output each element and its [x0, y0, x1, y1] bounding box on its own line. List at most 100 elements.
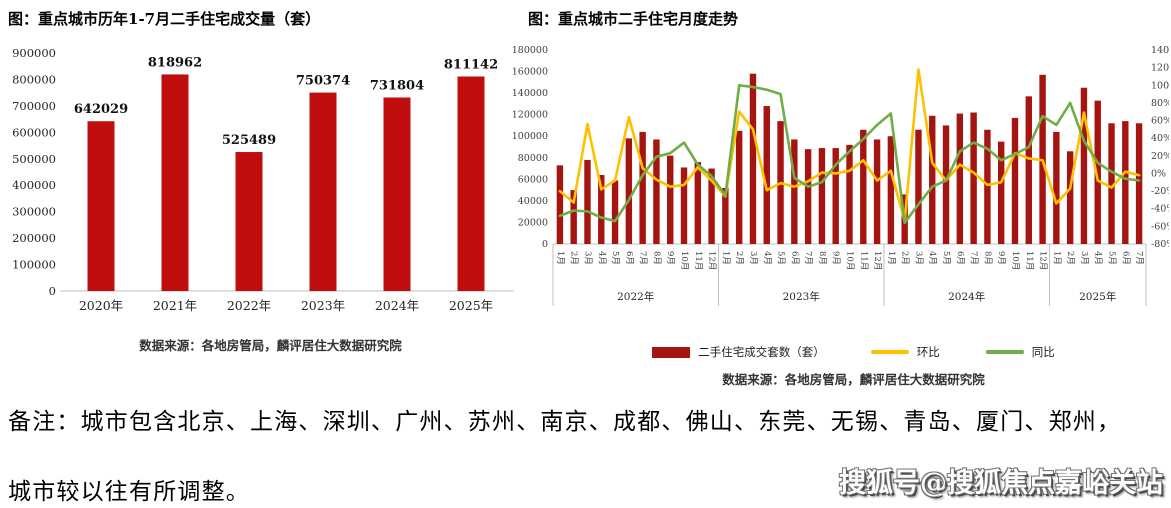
month-label: 7月	[1134, 251, 1144, 265]
left-tick-label: 20000	[518, 217, 548, 228]
month-label: 11月	[858, 251, 868, 270]
monthly-bar	[584, 159, 591, 244]
month-label: 8月	[982, 251, 992, 265]
month-label: 2月	[569, 251, 579, 265]
month-label: 3月	[913, 251, 923, 265]
monthly-bar	[791, 139, 798, 244]
annual-bar-chart-section: 图：重点城市历年1-7月二手住宅成交量（套） 0 100000 200000 3000…	[8, 8, 514, 354]
left-y-axis: 0 100000 200000 300000 400000 500000 600000 700…	[12, 46, 56, 298]
monthly-bar	[1066, 151, 1074, 244]
bar-2020年	[87, 121, 115, 291]
monthly-bars	[556, 73, 1143, 245]
monthly-bar	[970, 112, 977, 244]
x-category-label: 2025年	[449, 298, 493, 313]
monthly-bar	[887, 136, 895, 244]
monthly-bar	[680, 167, 688, 244]
monthly-bar	[1122, 121, 1129, 244]
monthly-bar	[818, 148, 826, 244]
right-tick-label: 60%	[1151, 116, 1169, 127]
monthly-bar	[708, 168, 715, 244]
right-tick-label: 40%	[1151, 133, 1169, 144]
year-label: 2025年	[1079, 290, 1116, 303]
monthly-bar	[667, 155, 674, 244]
monthly-bar	[1053, 131, 1060, 244]
left-tick-label: 140000	[512, 88, 548, 99]
month-label: 12月	[1038, 251, 1048, 270]
monthly-trend-chart-section: 图：重点城市二手住宅月度走势 0 20000 40000 60000 80000 1000…	[506, 8, 1171, 388]
month-label: 1月	[720, 251, 730, 265]
month-label: 6月	[624, 251, 634, 265]
year-label: 2024年	[948, 290, 985, 303]
bar-2025年	[457, 76, 485, 291]
bar-value-label: 525489	[222, 133, 276, 148]
month-label: 6月	[1120, 251, 1130, 265]
month-label: 4月	[596, 251, 606, 265]
month-label: 11月	[1024, 251, 1034, 270]
month-label: 7月	[803, 251, 813, 265]
monthly-bar	[984, 129, 991, 244]
month-label: 7月	[969, 251, 979, 265]
monthly-bar	[570, 190, 577, 244]
right-tick-label: 100%	[1151, 80, 1169, 91]
year-label: 2022年	[617, 290, 654, 303]
year-label: 2023年	[783, 290, 820, 303]
y-tick-label: 800000	[12, 72, 56, 86]
right-tick-label: -80%	[1151, 239, 1169, 250]
month-label: 4月	[927, 251, 937, 265]
monthly-bar	[1094, 100, 1101, 245]
month-label: 10月	[845, 251, 855, 270]
month-label: 10月	[679, 251, 689, 270]
legend-item-3: 同比	[985, 344, 1055, 360]
bar-value-label: 642029	[74, 102, 128, 117]
right-tick-label: 0%	[1151, 168, 1166, 179]
month-label: 7月	[638, 251, 648, 265]
legend-label: 环比	[916, 345, 940, 359]
month-label: 5月	[1107, 251, 1117, 265]
month-label: 8月	[817, 251, 827, 265]
left-axis-ticks: 0 20000 40000 60000 80000 100000 120000 140000 1…	[512, 45, 548, 250]
month-label: 2月	[734, 251, 744, 265]
month-label: 5月	[610, 251, 620, 265]
monthly-bar	[722, 187, 729, 244]
x-category-label: 2023年	[301, 298, 345, 313]
note-line-1: 备注：城市包含北京、上海、深圳、广州、苏州、南京、成都、佛山、东莞、无锡、青岛、…	[8, 409, 1122, 435]
y-tick-label: 900000	[12, 46, 56, 60]
right-axis-ticks: -80% -60% -40% -20% 0% 20% 40% 60% 80% 100% 120% 14…	[1151, 45, 1169, 250]
left-tick-label: 60000	[518, 174, 548, 185]
yoy-line	[558, 83, 1141, 225]
right-tick-label: -20%	[1151, 186, 1169, 197]
monthly-bar	[1011, 117, 1019, 244]
right-chart-source: 数据来源：各地房管局，麟评居住大数据研究院	[722, 372, 985, 387]
y-tick-label: 100000	[12, 258, 56, 272]
bar-value-label: 811142	[444, 57, 498, 72]
monthly-bar	[860, 129, 867, 244]
bar-2021年	[161, 74, 189, 291]
y-tick-label: 700000	[12, 99, 56, 113]
right-tick-label: 140%	[1151, 45, 1169, 56]
legend-label: 二手住宅成交套数（套）	[698, 345, 825, 359]
monthly-bar	[749, 73, 757, 244]
monthly-bar	[1135, 123, 1143, 244]
left-tick-label: 100000	[512, 131, 548, 142]
x-category-label: 2020年	[79, 298, 123, 313]
month-label: 12月	[872, 251, 882, 270]
y-tick-label: 300000	[12, 205, 56, 219]
monthly-bar	[997, 141, 1005, 244]
bar-2022年	[235, 152, 263, 291]
left-tick-label: 120000	[512, 110, 548, 121]
left-tick-label: 160000	[512, 67, 548, 78]
legend-line-swatch	[985, 350, 1024, 354]
y-tick-label: 600000	[12, 125, 56, 139]
legend-bar-swatch	[652, 346, 691, 358]
month-label: 4月	[1093, 251, 1103, 265]
right-chart-title: 图：重点城市二手住宅月度走势	[528, 10, 739, 28]
monthly-bar	[1108, 123, 1115, 244]
monthly-bar	[929, 115, 936, 244]
monthly-bar	[942, 125, 950, 244]
right-tick-label: 120%	[1151, 63, 1169, 74]
mom-line	[558, 68, 1141, 223]
bar-value-label: 750374	[296, 74, 350, 89]
month-label: 4月	[762, 251, 772, 265]
left-tick-label: 0	[542, 239, 548, 250]
